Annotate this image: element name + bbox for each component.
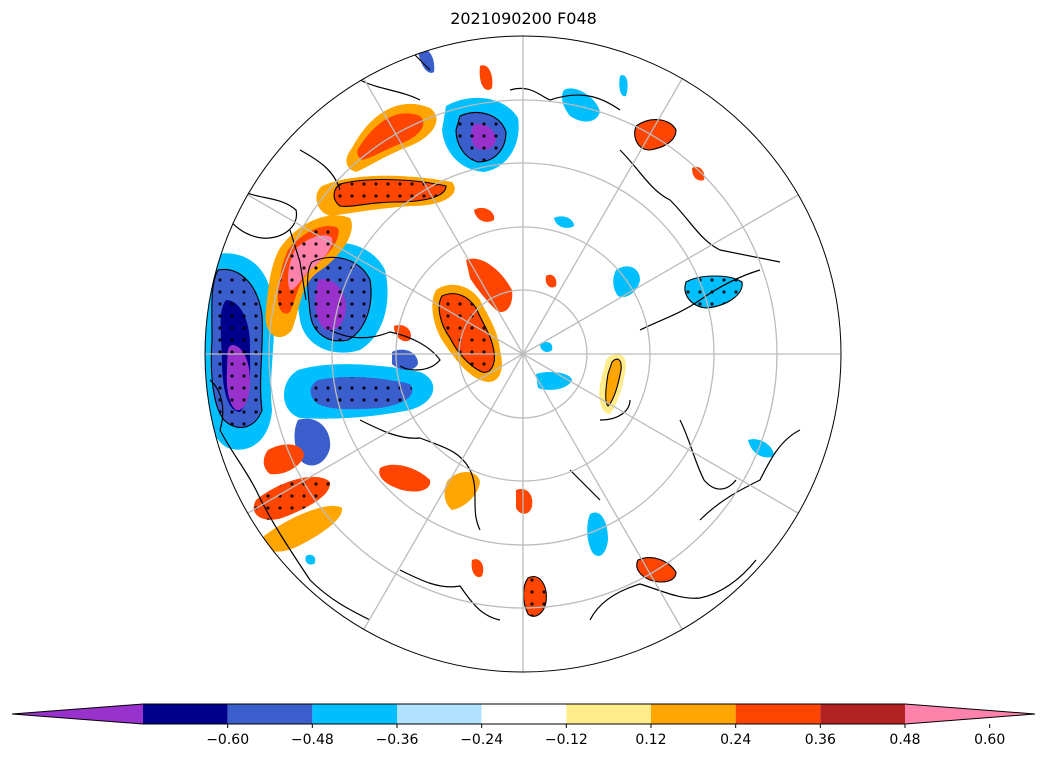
colorbar-segment	[820, 704, 905, 724]
colorbar-tick-label: −0.36	[376, 732, 419, 748]
colorbar-tick-label: −0.60	[206, 732, 249, 748]
colorbar-segment	[397, 704, 482, 724]
colorbar-segment	[227, 704, 313, 724]
colorbar-tick-label: −0.24	[460, 732, 503, 748]
map-title: 2021090200 F048	[450, 9, 597, 28]
colorbar: −0.60 −0.48 −0.36 −0.24 −0.12 0.12 0.24 0.36 0.4…	[11, 703, 1036, 748]
colorbar-tick-label: 0.12	[635, 732, 666, 748]
map-boundary	[204, 35, 842, 673]
colorbar-segment	[566, 704, 651, 724]
map-disc	[205, 36, 841, 672]
coastlines	[209, 49, 801, 621]
colorbar-tick-label: 0.24	[720, 732, 751, 748]
colorbar-segment	[735, 704, 821, 724]
colorbar-segment	[143, 704, 228, 724]
colorbar-extend-max	[905, 704, 1035, 724]
graticule	[205, 36, 841, 672]
colorbar-extend-min	[12, 704, 143, 724]
colorbar-segment	[481, 704, 567, 724]
colorbar-segment	[312, 704, 397, 724]
colorbar-outline	[11, 703, 1036, 725]
colorbar-tick-label: 0.36	[805, 732, 836, 748]
colorbar-tick-label: −0.12	[545, 732, 588, 748]
colorbar-tick-label: −0.48	[291, 732, 334, 748]
anomaly-contours	[210, 112, 743, 617]
colorbar-segment	[651, 704, 736, 724]
colorbar-tick-label: 0.60	[974, 732, 1005, 748]
colorbar-tick-label: 0.48	[889, 732, 920, 748]
